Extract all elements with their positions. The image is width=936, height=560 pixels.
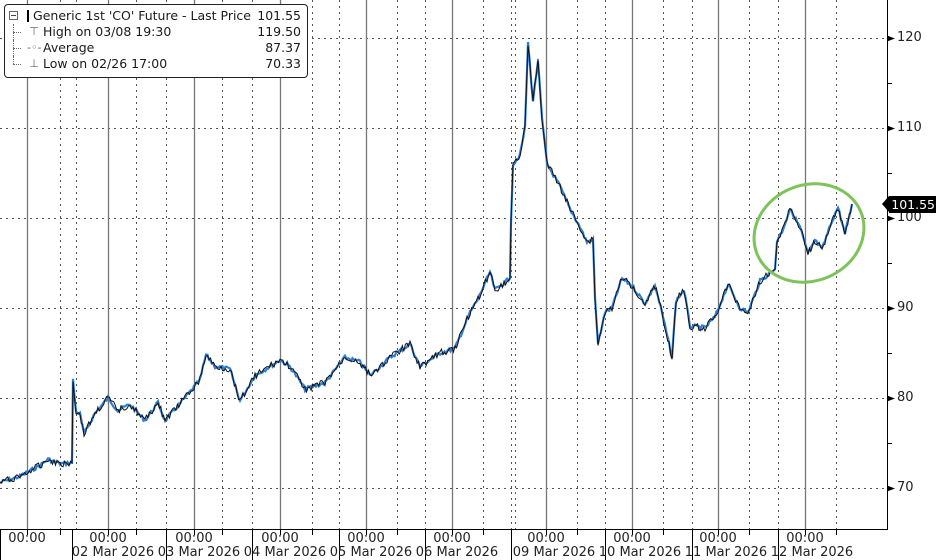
legend-low-value: 70.33 [265, 56, 301, 71]
x-date-label: 02 Mar 2026 [71, 545, 155, 560]
x-time-tick: 00:00 [613, 531, 651, 546]
low-marker-icon: ⊥ [29, 57, 39, 70]
average-marker-icon: -◦- [27, 41, 42, 54]
axis-ticks [0, 35, 895, 560]
x-time-tick: 00:00 [175, 531, 213, 546]
chart-legend: Generic 1st 'CO' Future - Last Price 101… [4, 4, 308, 78]
x-time-tick: 00:00 [433, 531, 471, 546]
legend-high-row: ⊤ High on 03/08 19:30 119.50 [9, 24, 301, 40]
legend-high-label: High on 03/08 19:30 [43, 24, 172, 39]
highlight-ellipse [752, 182, 866, 284]
last-price-tag: 101.55 [882, 196, 936, 213]
x-time-tick: 00:00 [89, 531, 127, 546]
series-color-swatch-icon [27, 10, 30, 22]
high-marker-icon: ⊤ [29, 25, 39, 38]
x-time-tick: 00:00 [347, 531, 385, 546]
y-tick-110: 110 [897, 120, 922, 135]
x-time-tick: 00:00 [699, 531, 737, 546]
price-line [0, 41, 854, 484]
legend-series-row[interactable]: Generic 1st 'CO' Future - Last Price 101… [9, 8, 301, 24]
x-date-label: 12 Mar 2026 [770, 545, 854, 560]
legend-high-value: 119.50 [257, 24, 301, 39]
x-time-tick: 00:00 [527, 531, 565, 546]
legend-average-label: Average [43, 40, 95, 55]
legend-low-label: Low on 02/26 17:00 [43, 56, 168, 71]
legend-average-value: 87.37 [265, 40, 301, 55]
x-date-label: 03 Mar 2026 [157, 545, 241, 560]
legend-low-row: ⊥ Low on 02/26 17:00 70.33 [9, 56, 301, 72]
x-date-label: 05 Mar 2026 [329, 545, 413, 560]
y-tick-120: 120 [897, 30, 922, 45]
legend-series-value: 101.55 [257, 8, 301, 23]
x-time-tick: 00:00 [261, 531, 299, 546]
x-time-tick: 00:00 [786, 531, 824, 546]
y-tick-100: 100 [897, 210, 922, 225]
x-date-label: 04 Mar 2026 [243, 545, 327, 560]
x-date-label: 06 Mar 2026 [415, 545, 499, 560]
y-tick-70: 70 [897, 480, 914, 495]
x-date-label: 11 Mar 2026 [684, 545, 768, 560]
legend-series-label: Generic 1st 'CO' Future - Last Price [33, 8, 251, 23]
x-date-label: 10 Mar 2026 [598, 545, 682, 560]
x-time-tick: 00:00 [8, 531, 46, 546]
legend-average-row: -◦- Average 87.37 [9, 40, 301, 56]
grid [0, 0, 887, 529]
y-tick-80: 80 [897, 390, 914, 405]
y-tick-90: 90 [897, 300, 914, 315]
x-date-label: 09 Mar 2026 [512, 545, 596, 560]
collapse-icon[interactable] [9, 11, 18, 20]
